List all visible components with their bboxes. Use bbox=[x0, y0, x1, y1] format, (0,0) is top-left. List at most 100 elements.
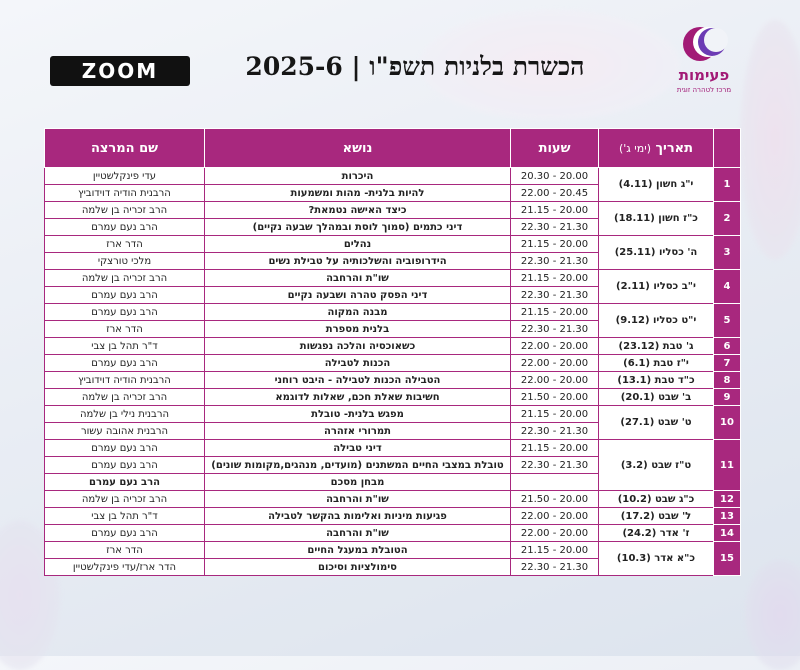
table-row: 21.30 - 22.30 טובלת במצבי החיים המשתנים (… bbox=[44, 456, 741, 474]
session-topic: שו"ת והרחבה bbox=[204, 269, 511, 287]
session-hours: 20.00 - 21.15 bbox=[510, 405, 599, 423]
session-topic: נהלים bbox=[204, 235, 511, 253]
logo-name: פעימות bbox=[678, 66, 730, 84]
session-hours: 21.30 - 22.30 bbox=[510, 456, 599, 474]
session-date: י"ב כסליו (2.11) bbox=[598, 269, 714, 304]
session-speaker: הרב נעם עמרם bbox=[44, 473, 205, 491]
session-hours: 20.00 - 21.15 bbox=[510, 541, 599, 559]
session-speaker: הרב נעם עמרם bbox=[44, 524, 205, 542]
session-speaker: מלכי טורצקי bbox=[44, 252, 205, 270]
session-topic: דיני טבילה bbox=[204, 439, 511, 457]
session-speaker: הדר ארז bbox=[44, 541, 205, 559]
session-topic: שו"ת והרחבה bbox=[204, 490, 511, 508]
schedule-table: תאריך (ימי ג') שעות נושא שם המרצה 1 י"ג ח… bbox=[44, 128, 741, 576]
session-topic: מבחן מסכם bbox=[204, 473, 511, 491]
session-number: 8 bbox=[713, 371, 741, 389]
table-row: 9 ב' שבט (20.1) 20.00 - 21.50 חשיבות שאלת ח… bbox=[44, 388, 741, 406]
session-hours: 20.00 - 22.00 bbox=[510, 524, 599, 542]
table-row: 8 כ"ד טבת (13.1) 20.00 - 22.00 הטבילה הכנות… bbox=[44, 371, 741, 389]
session-topic: הטובלת במעגל החיים bbox=[204, 541, 511, 559]
table-row: 20.45 - 22.00 להיות בלנית- מהות ומשמעות הר… bbox=[44, 184, 741, 202]
session-speaker: הרבנית נילי בן שלמה bbox=[44, 405, 205, 423]
session-date: ט' שבט (27.1) bbox=[598, 405, 714, 440]
session-topic: להיות בלנית- מהות ומשמעות bbox=[204, 184, 511, 202]
session-speaker: הרב נעם עמרם bbox=[44, 218, 205, 236]
session-date: כ"ג שבט (10.2) bbox=[598, 490, 714, 508]
table-row: 4 י"ב כסליו (2.11) 20.00 - 21.15 שו"ת והרחב… bbox=[44, 269, 741, 304]
table-row: 2 כ"ז חשון (18.11) 20.00 - 21.15 כיצד האישה… bbox=[44, 201, 741, 236]
session-topic: כשאוכסיה והלכה נפגשות bbox=[204, 337, 511, 355]
session-topic: סימולציות וסיכום bbox=[204, 558, 511, 576]
logo-icon bbox=[683, 27, 728, 61]
session-number: 15 bbox=[713, 541, 741, 576]
session-hours: 20.00 - 21.50 bbox=[510, 490, 599, 508]
session-date: ז' אדר (24.2) bbox=[598, 524, 714, 542]
session-speaker: הרב נעם עמרם bbox=[44, 439, 205, 457]
session-topic: פגיעות מיניות ואלימות בהקשר לטבילה bbox=[204, 507, 511, 525]
session-hours: 20.00 - 21.15 bbox=[510, 201, 599, 219]
background-decoration bbox=[740, 20, 800, 260]
session-date: ג' טבת (23.12) bbox=[598, 337, 714, 355]
table-row: 11 ט"ז שבט (3.2) 20.00 - 21.15 דיני טבילה הר… bbox=[44, 439, 741, 491]
session-topic: היכרות bbox=[204, 167, 511, 185]
session-number: 2 bbox=[713, 201, 741, 236]
page-title: הכשרת בלניות תשפ"ו | 2025-6 bbox=[245, 52, 585, 81]
session-number: 9 bbox=[713, 388, 741, 406]
zoom-label: ZOOM bbox=[81, 59, 159, 83]
session-number: 3 bbox=[713, 235, 741, 270]
background-decoration bbox=[745, 560, 800, 670]
session-speaker: הרבנית הודיה דוידוביץ bbox=[44, 371, 205, 389]
session-number: 6 bbox=[713, 337, 741, 355]
table-row: 7 י"ז טבת (6.1) 20.00 - 22.00 הכנות לטבילה ה… bbox=[44, 354, 741, 372]
session-number: 12 bbox=[713, 490, 741, 508]
table-row: 21.30 - 22.30 הידרופוביה והשלכותיה על טבי… bbox=[44, 252, 741, 270]
session-topic: הידרופוביה והשלכותיה על טבילת נשים bbox=[204, 252, 511, 270]
column-header-date-sub: (ימי ג') bbox=[618, 141, 651, 155]
session-date: י"ז טבת (6.1) bbox=[598, 354, 714, 372]
session-speaker: הרב נעם עמרם bbox=[44, 286, 205, 304]
table-header-row: תאריך (ימי ג') שעות נושא שם המרצה bbox=[44, 128, 741, 168]
session-hours: 20.00 - 22.00 bbox=[510, 337, 599, 355]
table-row: 3 ה' כסליו (25.11) 20.00 - 21.15 נהלים הדר א… bbox=[44, 235, 741, 270]
session-topic: שו"ת והרחבה bbox=[204, 524, 511, 542]
session-speaker: ד"ר תהל בן צבי bbox=[44, 507, 205, 525]
session-hours: 21.30 - 22.30 bbox=[510, 286, 599, 304]
session-topic: מבנה המקוה bbox=[204, 303, 511, 321]
zoom-badge: ZOOM bbox=[50, 56, 190, 86]
session-speaker: הרב זכריה בן שלמה bbox=[44, 388, 205, 406]
session-hours: 20.00 - 21.50 bbox=[510, 388, 599, 406]
table-row: 12 כ"ג שבט (10.2) 20.00 - 21.50 שו"ת והרחבה… bbox=[44, 490, 741, 508]
session-speaker: הרב זכריה בן שלמה bbox=[44, 490, 205, 508]
header: ZOOM הכשרת בלניות תשפ"ו | 2025-6 פעימות … bbox=[0, 0, 800, 120]
table-row: 13 ל' שבט (17.2) 20.00 - 22.00 פגיעות מיניו… bbox=[44, 507, 741, 525]
session-date: ט"ז שבט (3.2) bbox=[598, 439, 714, 491]
session-hours: 21.30 - 22.30 bbox=[510, 558, 599, 576]
session-hours: 20.00 - 21.15 bbox=[510, 235, 599, 253]
session-number: 1 bbox=[713, 167, 741, 202]
session-date: כ"ז חשון (18.11) bbox=[598, 201, 714, 236]
session-topic: דיני כתמים (סמוך לוסת ובמהלך שבעה נקיים) bbox=[204, 218, 511, 236]
session-number: 10 bbox=[713, 405, 741, 440]
session-hours: 20.00 - 20.30 bbox=[510, 167, 599, 185]
session-speaker: הרבנית הודיה דוידוביץ bbox=[44, 184, 205, 202]
session-speaker: הדר ארז bbox=[44, 235, 205, 253]
table-row: 14 ז' אדר (24.2) 20.00 - 22.00 שו"ת והרחבה ה… bbox=[44, 524, 741, 542]
schedule-body: 1 י"ג חשון (4.11) 20.00 - 20.30 היכרות עדי פ… bbox=[44, 167, 741, 576]
session-topic: בלנית מספרת bbox=[204, 320, 511, 338]
session-hours: 20.45 - 22.00 bbox=[510, 184, 599, 202]
table-row: 1 י"ג חשון (4.11) 20.00 - 20.30 היכרות עדי פ… bbox=[44, 167, 741, 202]
session-hours: 20.00 - 21.15 bbox=[510, 303, 599, 321]
session-topic: הטבילה הכנות לטבילה - היבט רוחני bbox=[204, 371, 511, 389]
column-header-speaker: שם המרצה bbox=[44, 128, 205, 168]
session-hours: 21.30 - 22.30 bbox=[510, 320, 599, 338]
session-date: ב' שבט (20.1) bbox=[598, 388, 714, 406]
session-hours: 20.00 - 22.00 bbox=[510, 507, 599, 525]
session-topic: כיצד האישה נטמאת? bbox=[204, 201, 511, 219]
session-number: 4 bbox=[713, 269, 741, 304]
table-row: 21.30 - 22.30 דיני הפסק טהרה ושבעה נקיים ה… bbox=[44, 286, 741, 304]
table-row: 10 ט' שבט (27.1) 20.00 - 21.15 מפגש בלנית- … bbox=[44, 405, 741, 440]
background-decoration bbox=[420, 10, 680, 120]
column-header-hours: שעות bbox=[510, 128, 599, 168]
session-hours: 20.00 - 21.15 bbox=[510, 439, 599, 457]
table-row: מבחן מסכם הרב נעם עמרם bbox=[44, 473, 741, 491]
